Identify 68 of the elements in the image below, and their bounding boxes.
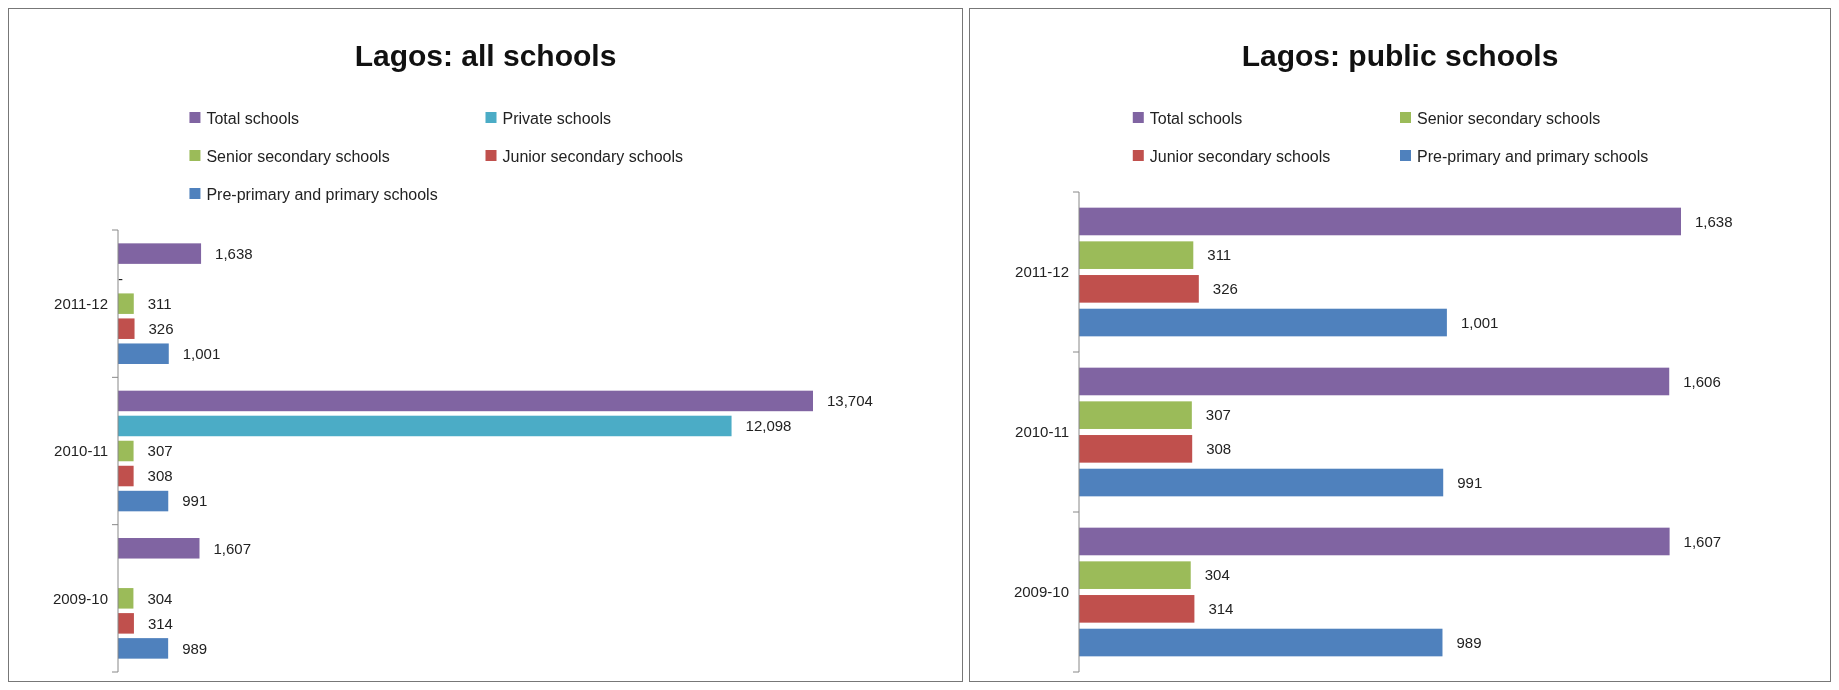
legend-label: Private schools bbox=[502, 109, 611, 127]
bar bbox=[1079, 401, 1192, 429]
data-label: 1,638 bbox=[215, 244, 253, 262]
bar bbox=[118, 490, 169, 512]
data-label: 326 bbox=[1212, 280, 1238, 298]
text: - bbox=[118, 269, 123, 287]
bar bbox=[118, 318, 135, 339]
bar bbox=[118, 243, 202, 264]
data-label: 989 bbox=[182, 639, 208, 657]
data-label: 1,606 bbox=[1683, 372, 1721, 390]
data-label: 307 bbox=[1205, 406, 1231, 424]
legend-label: Total schools bbox=[206, 109, 299, 127]
data-label: 989 bbox=[1456, 633, 1482, 651]
data-label: 1,001 bbox=[1460, 313, 1499, 331]
bar bbox=[1079, 275, 1199, 303]
data-label: 304 bbox=[147, 589, 173, 607]
bar bbox=[1079, 435, 1193, 463]
y-tick-label: 2009-10 bbox=[1013, 583, 1069, 601]
data-label: 1,607 bbox=[1683, 532, 1722, 550]
data-label: 308 bbox=[147, 467, 173, 485]
data-label: 314 bbox=[1208, 600, 1234, 618]
y-tick-label: 2010-11 bbox=[1015, 423, 1069, 441]
legend-label: Junior secondary schools bbox=[502, 147, 684, 165]
data-label: 307 bbox=[147, 442, 173, 460]
bar bbox=[118, 588, 134, 609]
chart-title: Lagos: public schools bbox=[1241, 39, 1559, 72]
bar bbox=[1079, 561, 1191, 589]
data-label: 1,638 bbox=[1695, 212, 1733, 230]
bar bbox=[118, 440, 134, 462]
legend-label: Senior secondary schools bbox=[1417, 109, 1601, 127]
bar bbox=[1079, 367, 1670, 396]
data-label: 13,704 bbox=[827, 392, 873, 410]
data-label: 12,098 bbox=[745, 417, 792, 435]
legend-label: Senior secondary schools bbox=[206, 147, 390, 165]
data-label: 991 bbox=[182, 492, 208, 510]
data-label: 326 bbox=[148, 319, 174, 337]
bar bbox=[1079, 628, 1443, 657]
legend-label: Pre-primary and primary schools bbox=[206, 185, 438, 203]
chart-title: Lagos: all schools bbox=[354, 39, 617, 72]
bar bbox=[118, 415, 732, 437]
data-label: 304 bbox=[1204, 566, 1230, 584]
y-tick-label: 2010-11 bbox=[54, 442, 108, 460]
bar bbox=[1079, 207, 1681, 236]
data-label: 991 bbox=[1457, 473, 1483, 491]
data-label: 311 bbox=[147, 294, 172, 312]
data-label: 1,607 bbox=[213, 539, 252, 557]
bar bbox=[118, 613, 134, 634]
bar bbox=[118, 343, 169, 364]
y-tick-label: 2011-12 bbox=[54, 294, 108, 312]
bar bbox=[118, 538, 200, 559]
bar bbox=[118, 390, 813, 412]
bar bbox=[1079, 595, 1195, 623]
data-label: 308 bbox=[1206, 440, 1232, 458]
legend-label: Junior secondary schools bbox=[1149, 147, 1331, 165]
data-label: 311 bbox=[1207, 246, 1232, 264]
legend-label: Total schools bbox=[1149, 109, 1243, 127]
bar bbox=[1079, 308, 1447, 337]
data-label: 314 bbox=[147, 614, 173, 632]
bar bbox=[1079, 527, 1670, 556]
legend-label: Pre-primary and primary schools bbox=[1417, 147, 1649, 165]
y-tick-label: 2009-10 bbox=[52, 589, 108, 607]
bar bbox=[1079, 468, 1444, 497]
data-label: 1,001 bbox=[182, 344, 221, 362]
bar bbox=[118, 638, 169, 659]
y-tick-label: 2011-12 bbox=[1015, 263, 1069, 281]
bar bbox=[118, 293, 134, 314]
bar bbox=[1079, 241, 1194, 269]
bar bbox=[118, 465, 134, 487]
